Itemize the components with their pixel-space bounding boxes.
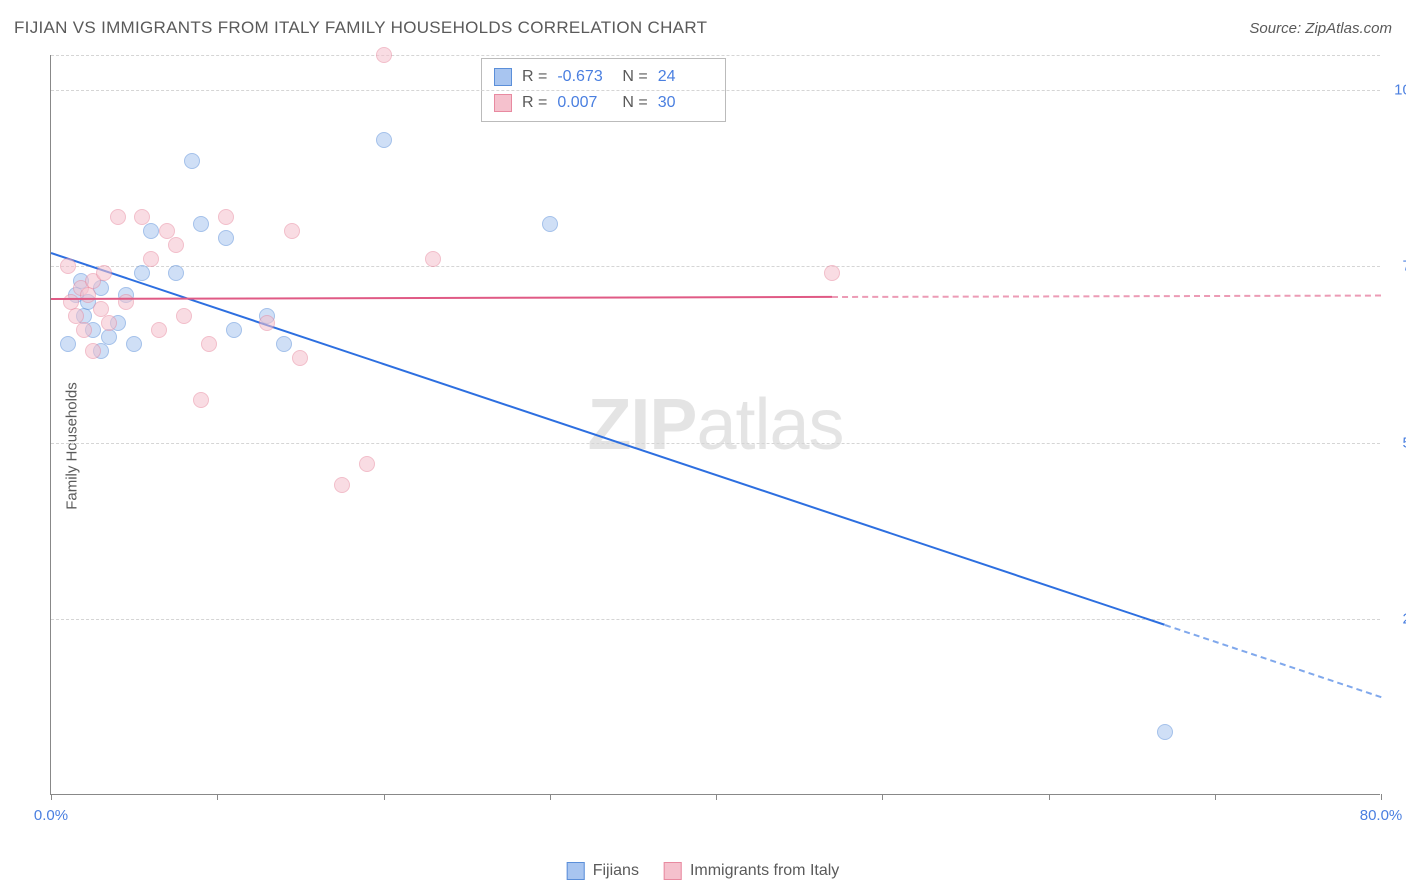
trend-line (832, 295, 1381, 298)
r-value: 0.007 (557, 90, 612, 116)
data-point (824, 265, 840, 281)
watermark-bold: ZIP (587, 385, 696, 465)
data-point (126, 336, 142, 352)
data-point (184, 153, 200, 169)
n-value: 30 (658, 90, 713, 116)
source-name: ZipAtlas.com (1305, 20, 1392, 37)
gridline (51, 266, 1380, 267)
data-point (80, 287, 96, 303)
data-point (292, 350, 308, 366)
data-point (101, 315, 117, 331)
data-point (168, 265, 184, 281)
data-point (110, 209, 126, 225)
data-point (284, 223, 300, 239)
trend-line (51, 296, 832, 300)
y-tick-label: 75.0% (1385, 258, 1406, 275)
x-tick (882, 794, 883, 800)
data-point (226, 322, 242, 338)
chart-header: FIJIAN VS IMMIGRANTS FROM ITALY FAMILY H… (14, 18, 1392, 38)
data-point (218, 209, 234, 225)
gridline (51, 55, 1380, 56)
n-label: N = (622, 90, 647, 116)
data-point (176, 308, 192, 324)
x-tick (1215, 794, 1216, 800)
legend-swatch (664, 862, 682, 880)
gridline (51, 90, 1380, 91)
gridline (51, 619, 1380, 620)
data-point (376, 47, 392, 63)
watermark: ZIPatlas (587, 384, 843, 466)
x-tick (550, 794, 551, 800)
data-point (376, 132, 392, 148)
r-label: R = (522, 64, 547, 90)
x-tick-label: 80.0% (1360, 807, 1403, 824)
data-point (60, 336, 76, 352)
watermark-rest: atlas (696, 385, 843, 465)
data-point (259, 315, 275, 331)
data-point (276, 336, 292, 352)
data-point (118, 294, 134, 310)
data-point (151, 322, 167, 338)
data-point (1157, 724, 1173, 740)
data-point (134, 265, 150, 281)
legend-label: Immigrants from Italy (690, 862, 839, 880)
r-label: R = (522, 90, 547, 116)
n-label: N = (622, 64, 647, 90)
series-swatch (494, 68, 512, 86)
n-value: 24 (658, 64, 713, 90)
data-point (542, 216, 558, 232)
data-point (101, 329, 117, 345)
source-prefix: Source: (1249, 20, 1305, 37)
r-value: -0.673 (557, 64, 612, 90)
x-tick (1049, 794, 1050, 800)
series-legend: Fijians Immigrants from Italy (567, 862, 840, 880)
x-tick (217, 794, 218, 800)
x-tick-label: 0.0% (34, 807, 68, 824)
y-tick-label: 50.0% (1385, 434, 1406, 451)
trend-line (1165, 624, 1382, 698)
data-point (143, 223, 159, 239)
data-point (96, 265, 112, 281)
data-point (134, 209, 150, 225)
stats-row: R = -0.673 N = 24 (494, 64, 713, 90)
data-point (85, 343, 101, 359)
data-point (60, 258, 76, 274)
data-point (425, 251, 441, 267)
series-swatch (494, 94, 512, 112)
data-point (168, 237, 184, 253)
data-point (193, 392, 209, 408)
data-point (218, 230, 234, 246)
legend-swatch (567, 862, 585, 880)
y-tick-label: 100.0% (1385, 82, 1406, 99)
trend-line (51, 252, 1166, 626)
legend-item: Immigrants from Italy (664, 862, 839, 880)
x-tick (51, 794, 52, 800)
x-tick (716, 794, 717, 800)
x-tick (384, 794, 385, 800)
data-point (193, 216, 209, 232)
x-tick (1381, 794, 1382, 800)
stats-row: R = 0.007 N = 30 (494, 90, 713, 116)
data-point (143, 251, 159, 267)
legend-item: Fijians (567, 862, 639, 880)
data-point (334, 477, 350, 493)
y-tick-label: 25.0% (1385, 610, 1406, 627)
data-point (201, 336, 217, 352)
scatter-plot-area: ZIPatlas R =-0.673N =24R =0.007N =30 25.… (50, 55, 1380, 795)
legend-label: Fijians (593, 862, 639, 880)
gridline (51, 443, 1380, 444)
chart-title: FIJIAN VS IMMIGRANTS FROM ITALY FAMILY H… (14, 18, 707, 38)
data-point (359, 456, 375, 472)
data-point (76, 322, 92, 338)
source-attribution: Source: ZipAtlas.com (1249, 20, 1392, 37)
